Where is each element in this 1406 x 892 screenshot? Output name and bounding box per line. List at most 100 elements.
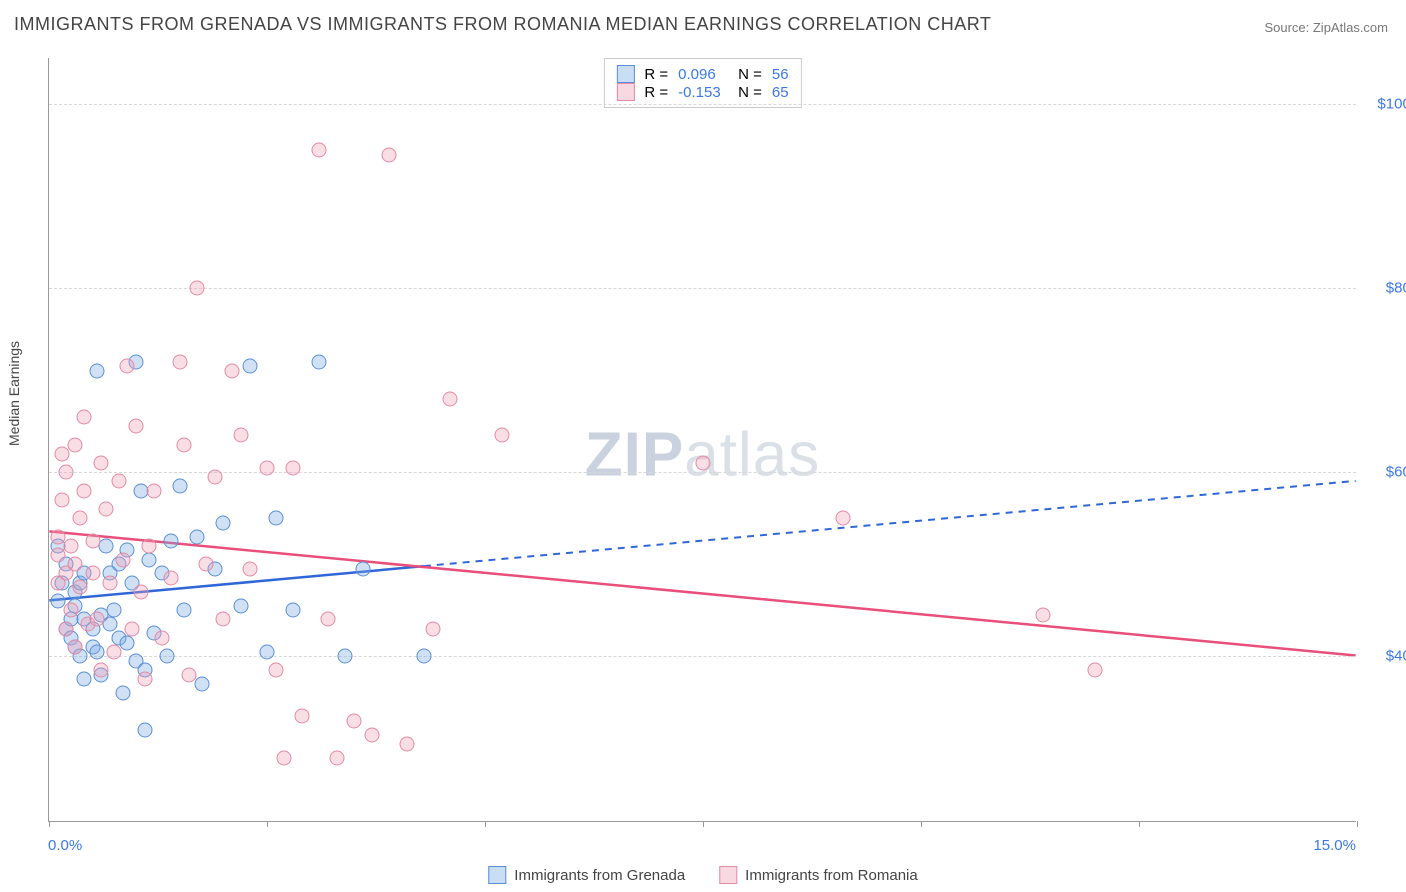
data-point-grenada: [89, 644, 104, 659]
data-point-grenada: [142, 552, 157, 567]
x-tick: [1357, 821, 1358, 827]
y-tick-label: $100,000: [1377, 96, 1406, 113]
corr-row-romania: R = -0.153 N = 65: [616, 83, 788, 101]
data-point-romania: [268, 663, 283, 678]
data-point-romania: [696, 456, 711, 471]
data-point-romania: [68, 437, 83, 452]
data-point-grenada: [164, 534, 179, 549]
data-point-romania: [312, 143, 327, 158]
swatch-pink: [616, 83, 634, 101]
data-point-romania: [216, 612, 231, 627]
data-point-romania: [76, 409, 91, 424]
data-point-romania: [242, 561, 257, 576]
legend-label-romania: Immigrants from Romania: [745, 867, 918, 884]
gridline-h: [49, 472, 1356, 473]
r-value-grenada: 0.096: [678, 66, 728, 83]
data-point-romania: [425, 621, 440, 636]
data-point-romania: [63, 538, 78, 553]
data-point-grenada: [338, 649, 353, 664]
x-tick: [703, 821, 704, 827]
data-point-romania: [443, 391, 458, 406]
chart-title: IMMIGRANTS FROM GRENADA VS IMMIGRANTS FR…: [14, 14, 991, 35]
data-point-grenada: [286, 603, 301, 618]
data-point-romania: [59, 621, 74, 636]
data-point-romania: [116, 552, 131, 567]
data-point-romania: [85, 566, 100, 581]
data-point-grenada: [89, 363, 104, 378]
data-point-romania: [98, 502, 113, 517]
plot-area: ZIPatlas R = 0.096 N = 56 R = -0.153 N =…: [48, 58, 1356, 822]
data-point-romania: [164, 571, 179, 586]
data-point-romania: [233, 428, 248, 443]
data-point-romania: [94, 663, 109, 678]
r-label: R =: [644, 84, 668, 101]
data-point-romania: [133, 584, 148, 599]
swatch-blue: [616, 65, 634, 83]
x-tick-left: 0.0%: [48, 837, 82, 854]
source-link[interactable]: ZipAtlas.com: [1313, 20, 1388, 35]
x-tick: [267, 821, 268, 827]
data-point-romania: [94, 456, 109, 471]
data-point-grenada: [120, 635, 135, 650]
n-value-romania: 65: [772, 84, 789, 101]
source-credit: Source: ZipAtlas.com: [1264, 20, 1388, 35]
data-point-grenada: [242, 359, 257, 374]
data-point-romania: [835, 511, 850, 526]
n-label: N =: [738, 66, 762, 83]
n-value-grenada: 56: [772, 66, 789, 83]
data-point-romania: [190, 281, 205, 296]
data-point-romania: [347, 713, 362, 728]
data-point-romania: [129, 419, 144, 434]
y-tick-label: $80,000: [1386, 280, 1406, 297]
data-point-grenada: [260, 644, 275, 659]
legend-item-romania: Immigrants from Romania: [719, 866, 918, 884]
data-point-romania: [286, 460, 301, 475]
data-point-grenada: [103, 617, 118, 632]
data-point-grenada: [172, 479, 187, 494]
x-tick: [485, 821, 486, 827]
data-point-grenada: [98, 538, 113, 553]
data-point-romania: [55, 446, 70, 461]
correlation-legend: R = 0.096 N = 56 R = -0.153 N = 65: [603, 58, 801, 108]
data-point-romania: [1036, 607, 1051, 622]
gridline-h: [49, 288, 1356, 289]
data-point-romania: [63, 603, 78, 618]
data-point-romania: [155, 630, 170, 645]
n-label: N =: [738, 84, 762, 101]
data-point-romania: [103, 575, 118, 590]
data-point-grenada: [159, 649, 174, 664]
y-axis-title: Median Earnings: [6, 341, 22, 446]
data-point-romania: [85, 534, 100, 549]
data-point-romania: [89, 612, 104, 627]
data-point-grenada: [312, 354, 327, 369]
gridline-h: [49, 104, 1356, 105]
data-point-romania: [68, 557, 83, 572]
data-point-romania: [1088, 663, 1103, 678]
r-value-romania: -0.153: [678, 84, 728, 101]
y-tick-label: $40,000: [1386, 648, 1406, 665]
data-point-romania: [495, 428, 510, 443]
data-point-romania: [382, 147, 397, 162]
x-tick: [921, 821, 922, 827]
data-point-grenada: [416, 649, 431, 664]
data-point-grenada: [107, 603, 122, 618]
data-point-grenada: [355, 561, 370, 576]
legend-label-grenada: Immigrants from Grenada: [514, 867, 685, 884]
source-label: Source:: [1264, 20, 1312, 35]
data-point-romania: [137, 672, 152, 687]
data-point-romania: [321, 612, 336, 627]
data-point-romania: [124, 621, 139, 636]
data-point-romania: [177, 437, 192, 452]
gridline-h: [49, 656, 1356, 657]
r-label: R =: [644, 66, 668, 83]
data-point-romania: [111, 474, 126, 489]
corr-row-grenada: R = 0.096 N = 56: [616, 65, 788, 83]
data-point-romania: [364, 727, 379, 742]
data-point-grenada: [268, 511, 283, 526]
data-point-romania: [76, 483, 91, 498]
data-point-grenada: [116, 686, 131, 701]
x-tick-right: 15.0%: [1313, 837, 1356, 854]
data-point-romania: [72, 511, 87, 526]
data-point-romania: [399, 736, 414, 751]
data-point-grenada: [190, 529, 205, 544]
